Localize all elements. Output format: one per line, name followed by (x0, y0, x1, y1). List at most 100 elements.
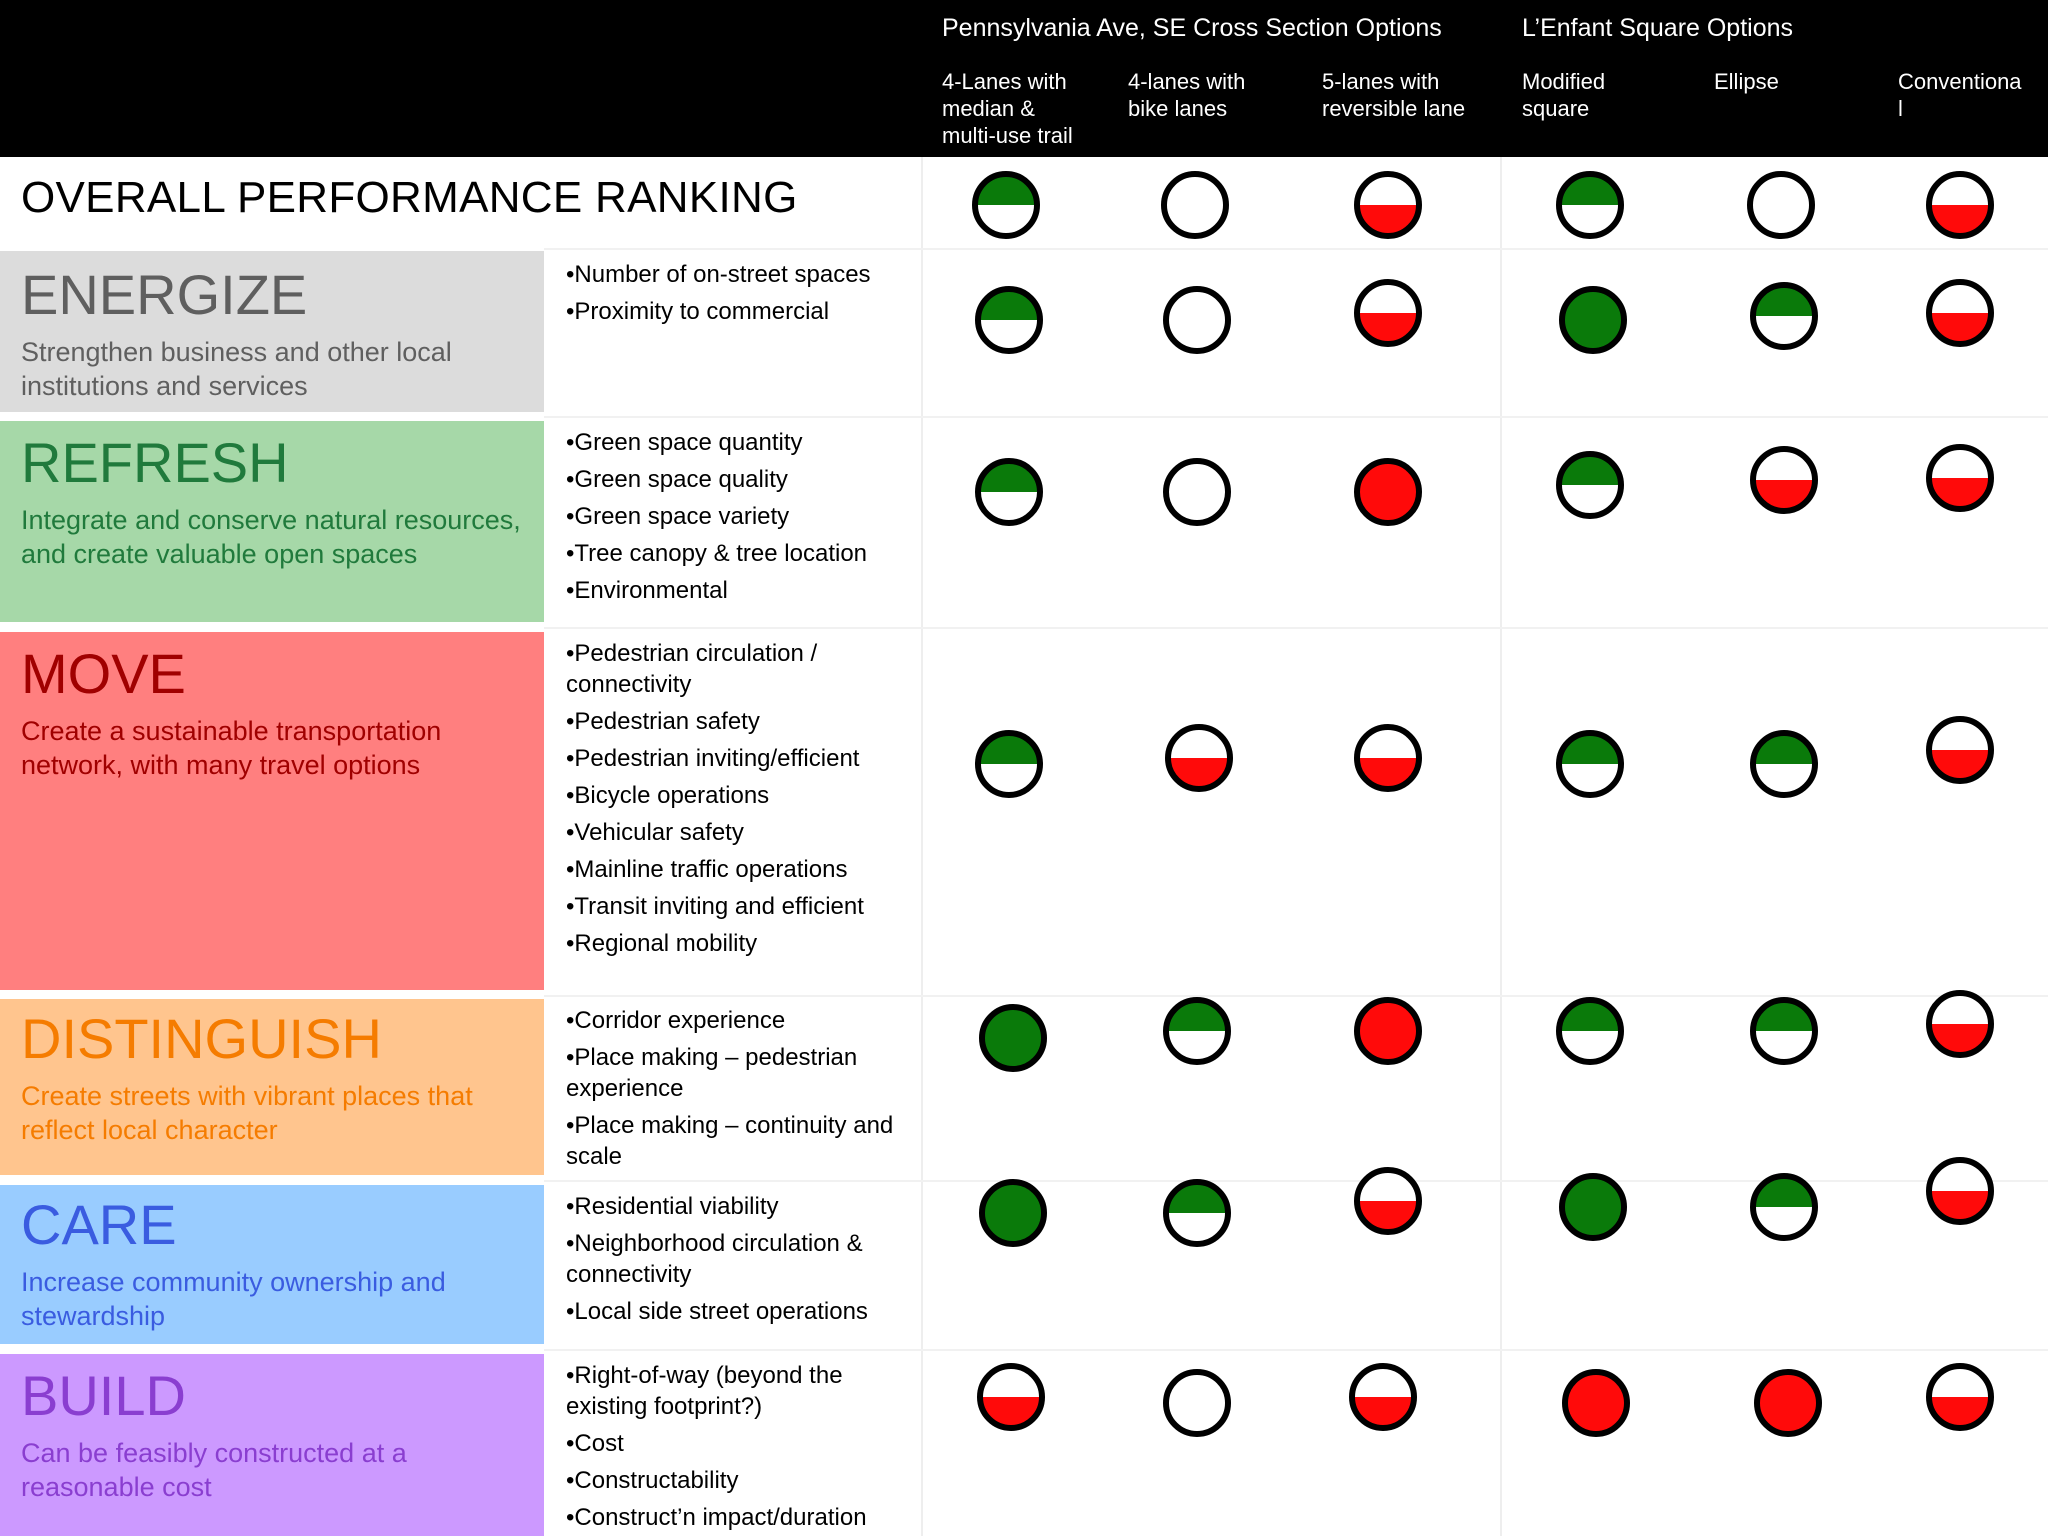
category-energize: ENERGIZE Strengthen business and other l… (0, 251, 544, 412)
category-care: CARE Increase community ownership and st… (0, 1185, 544, 1344)
category-title: ENERGIZE (21, 263, 308, 326)
category-title: BUILD (21, 1364, 186, 1427)
row-divider (544, 248, 2048, 250)
group-label-lenfant: L’Enfant Square Options (1522, 14, 1794, 42)
rating-green-half-icon (1748, 280, 1820, 352)
rating-red-half-icon (1924, 988, 1996, 1060)
row-divider (544, 416, 2048, 418)
criterion-item: •Neighborhood circulation & connectivity (566, 1230, 863, 1288)
criterion-item: •Residential viability (566, 1193, 779, 1220)
rating-green-half-icon (973, 284, 1045, 356)
criterion-item: •Place making – continuity and scale (566, 1112, 894, 1170)
criterion-item: •Green space variety (566, 503, 790, 530)
criterion-item: •Cost (566, 1430, 624, 1457)
category-description: Create a sustainable transportation netw… (21, 716, 442, 780)
column-header-5-lanes-reversible: 5-lanes with reversible lane (1322, 69, 1466, 121)
group-label-pennsylvania: Pennsylvania Ave, SE Cross Section Optio… (942, 14, 1442, 42)
criterion-item: •Vehicular safety (566, 819, 744, 846)
column-header-4-lanes-bike: 4-lanes with bike lanes (1128, 69, 1246, 121)
column-divider (1500, 157, 1502, 1536)
rating-empty-icon (1161, 284, 1233, 356)
row-divider (544, 1349, 2048, 1351)
rating-red-full-icon (1752, 1367, 1824, 1439)
rating-red-half-icon (1924, 442, 1996, 514)
criterion-item: •Green space quantity (566, 429, 803, 456)
category-title: CARE (21, 1193, 177, 1256)
rating-green-half-icon (973, 456, 1045, 528)
category-title: REFRESH (21, 431, 289, 494)
criteria-list-care: •Residential viability •Neighborhood cir… (566, 1191, 916, 1333)
rating-green-half-icon (1161, 1177, 1233, 1249)
rating-green-half-icon (1748, 995, 1820, 1067)
rating-red-half-icon (1924, 1155, 1996, 1227)
overall-ranking-label: OVERALL PERFORMANCE RANKING (21, 173, 798, 222)
criterion-item: •Constructability (566, 1467, 739, 1494)
rating-green-full-icon (977, 1002, 1049, 1074)
rating-red-full-icon (1352, 456, 1424, 528)
rating-red-half-icon (1163, 722, 1235, 794)
rating-green-half-icon (970, 169, 1042, 241)
criteria-list-distinguish: •Corridor experience •Place making – ped… (566, 1005, 916, 1178)
criterion-item: •Transit inviting and efficient (566, 893, 864, 920)
criteria-list-refresh: •Green space quantity •Green space quali… (566, 427, 916, 612)
criterion-item: •Mainline traffic operations (566, 856, 848, 883)
rating-green-full-icon (1557, 284, 1629, 356)
criteria-list-energize: •Number of on-street spaces •Proximity t… (566, 259, 916, 333)
category-build: BUILD Can be feasibly constructed at a r… (0, 1354, 544, 1536)
category-description: Increase community ownership and steward… (21, 1267, 446, 1331)
column-header-4-lanes-median: 4-Lanes with median & multi-use trail (942, 69, 1073, 148)
criterion-item: •Pedestrian circulation / connectivity (566, 640, 818, 698)
criterion-item: •Construct’n impact/duration (566, 1504, 867, 1531)
rating-red-half-icon (1924, 1361, 1996, 1433)
rating-red-full-icon (1352, 995, 1424, 1067)
criterion-item: •Right-of-way (beyond the existing footp… (566, 1362, 843, 1420)
rating-green-half-icon (1161, 995, 1233, 1067)
criterion-item: •Tree canopy & tree location (566, 540, 868, 567)
category-description: Can be feasibly constructed at a reasona… (21, 1438, 407, 1502)
rating-red-half-icon (1748, 444, 1820, 516)
rating-green-full-icon (977, 1177, 1049, 1249)
criterion-item: •Pedestrian safety (566, 708, 760, 735)
rating-red-half-icon (1924, 169, 1996, 241)
rating-green-half-icon (1554, 449, 1626, 521)
criterion-item: •Place making – pedestrian experience (566, 1044, 858, 1102)
category-description: Create streets with vibrant places that … (21, 1081, 473, 1145)
criterion-item: •Corridor experience (566, 1007, 786, 1034)
rating-red-half-icon (975, 1361, 1047, 1433)
rating-green-half-icon (973, 728, 1045, 800)
criteria-list-move: •Pedestrian circulation / connectivity •… (566, 638, 916, 965)
rating-red-half-icon (1347, 1361, 1419, 1433)
row-divider (544, 627, 2048, 629)
column-divider (921, 157, 923, 1536)
category-description: Integrate and conserve natural resources… (21, 505, 521, 569)
rating-empty-icon (1745, 169, 1817, 241)
row-divider (544, 1180, 2048, 1182)
category-refresh: REFRESH Integrate and conserve natural r… (0, 421, 544, 622)
criterion-item: •Pedestrian inviting/efficient (566, 745, 860, 772)
criterion-item: •Proximity to commercial (566, 298, 830, 325)
rating-green-full-icon (1557, 1171, 1629, 1243)
rating-empty-icon (1161, 456, 1233, 528)
rating-green-half-icon (1554, 995, 1626, 1067)
column-header-ellipse: Ellipse (1714, 69, 1779, 94)
criteria-list-build: •Right-of-way (beyond the existing footp… (566, 1360, 916, 1539)
criterion-item: •Environmental (566, 577, 728, 604)
row-divider (544, 995, 2048, 997)
column-header-modified-square: Modified square (1522, 69, 1606, 121)
rating-red-half-icon (1352, 169, 1424, 241)
criterion-item: •Local side street operations (566, 1298, 868, 1325)
rating-green-half-icon (1748, 728, 1820, 800)
column-header-conventional: Conventiona l (1898, 69, 2022, 121)
rating-green-half-icon (1554, 169, 1626, 241)
rating-red-half-icon (1924, 277, 1996, 349)
rating-red-half-icon (1352, 1165, 1424, 1237)
rating-green-half-icon (1554, 728, 1626, 800)
category-description: Strengthen business and other local inst… (21, 337, 452, 401)
criterion-item: •Green space quality (566, 466, 788, 493)
category-move: MOVE Create a sustainable transportation… (0, 632, 544, 990)
rating-empty-icon (1159, 169, 1231, 241)
category-title: MOVE (21, 642, 186, 705)
rating-red-half-icon (1352, 722, 1424, 794)
rating-empty-icon (1161, 1367, 1233, 1439)
rating-green-half-icon (1748, 1171, 1820, 1243)
